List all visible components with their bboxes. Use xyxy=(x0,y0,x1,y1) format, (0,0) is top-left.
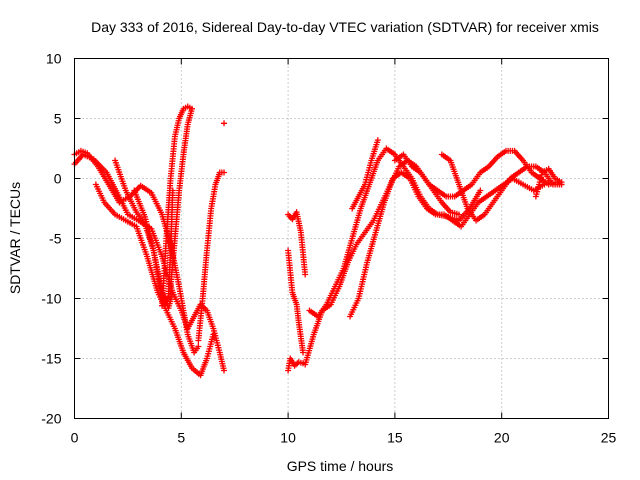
x-tick-label: 25 xyxy=(601,430,617,446)
series-outlier xyxy=(221,120,228,127)
data-point xyxy=(477,187,484,194)
data-point xyxy=(188,105,195,112)
series-track-17 xyxy=(438,151,565,224)
y-tick-label: 5 xyxy=(54,111,62,127)
series-track-3 xyxy=(92,181,217,379)
x-tick-label: 15 xyxy=(387,430,403,446)
data-point xyxy=(195,343,202,350)
series-track-18 xyxy=(532,165,565,200)
x-axis-label: GPS time / hours xyxy=(287,458,394,474)
x-tick-labels: 0 5 10 15 20 25 xyxy=(71,430,617,446)
series-track-6 xyxy=(159,103,195,309)
x-tick-label: 0 xyxy=(71,430,79,446)
data-point xyxy=(374,137,381,144)
y-tick-label: -15 xyxy=(41,351,61,367)
data-point xyxy=(558,179,565,186)
series-track-15 xyxy=(349,137,381,212)
series-track-10 xyxy=(285,247,307,356)
data-point xyxy=(300,349,307,356)
data-point xyxy=(221,120,228,127)
data-point xyxy=(221,367,228,374)
x-tick-label: 20 xyxy=(494,430,510,446)
data-point xyxy=(210,331,217,338)
x-tick-label: 5 xyxy=(177,430,185,446)
series-track-11 xyxy=(285,209,309,278)
data-point xyxy=(455,211,462,218)
data-points xyxy=(71,103,565,379)
y-tick-label: -5 xyxy=(49,231,62,247)
y-tick-label: -10 xyxy=(41,291,61,307)
series-track-8 xyxy=(195,169,228,344)
y-axis-label: SDTVAR / TECUs xyxy=(7,182,23,294)
y-tick-labels: -20 -15 -10 -5 0 5 10 xyxy=(41,51,61,427)
x-tick-label: 10 xyxy=(280,430,296,446)
series-track-14 xyxy=(347,169,548,320)
data-point xyxy=(169,289,176,296)
y-tick-label: 0 xyxy=(54,171,62,187)
data-point xyxy=(221,169,228,176)
y-tick-label: 10 xyxy=(46,51,62,67)
plot-frame xyxy=(74,58,609,419)
chart-title: Day 333 of 2016, Sidereal Day-to-day VTE… xyxy=(91,19,599,35)
y-tick-label: -20 xyxy=(41,411,61,427)
series-track-5 xyxy=(131,187,176,308)
series-track-7 xyxy=(167,105,195,290)
data-point xyxy=(302,271,309,278)
